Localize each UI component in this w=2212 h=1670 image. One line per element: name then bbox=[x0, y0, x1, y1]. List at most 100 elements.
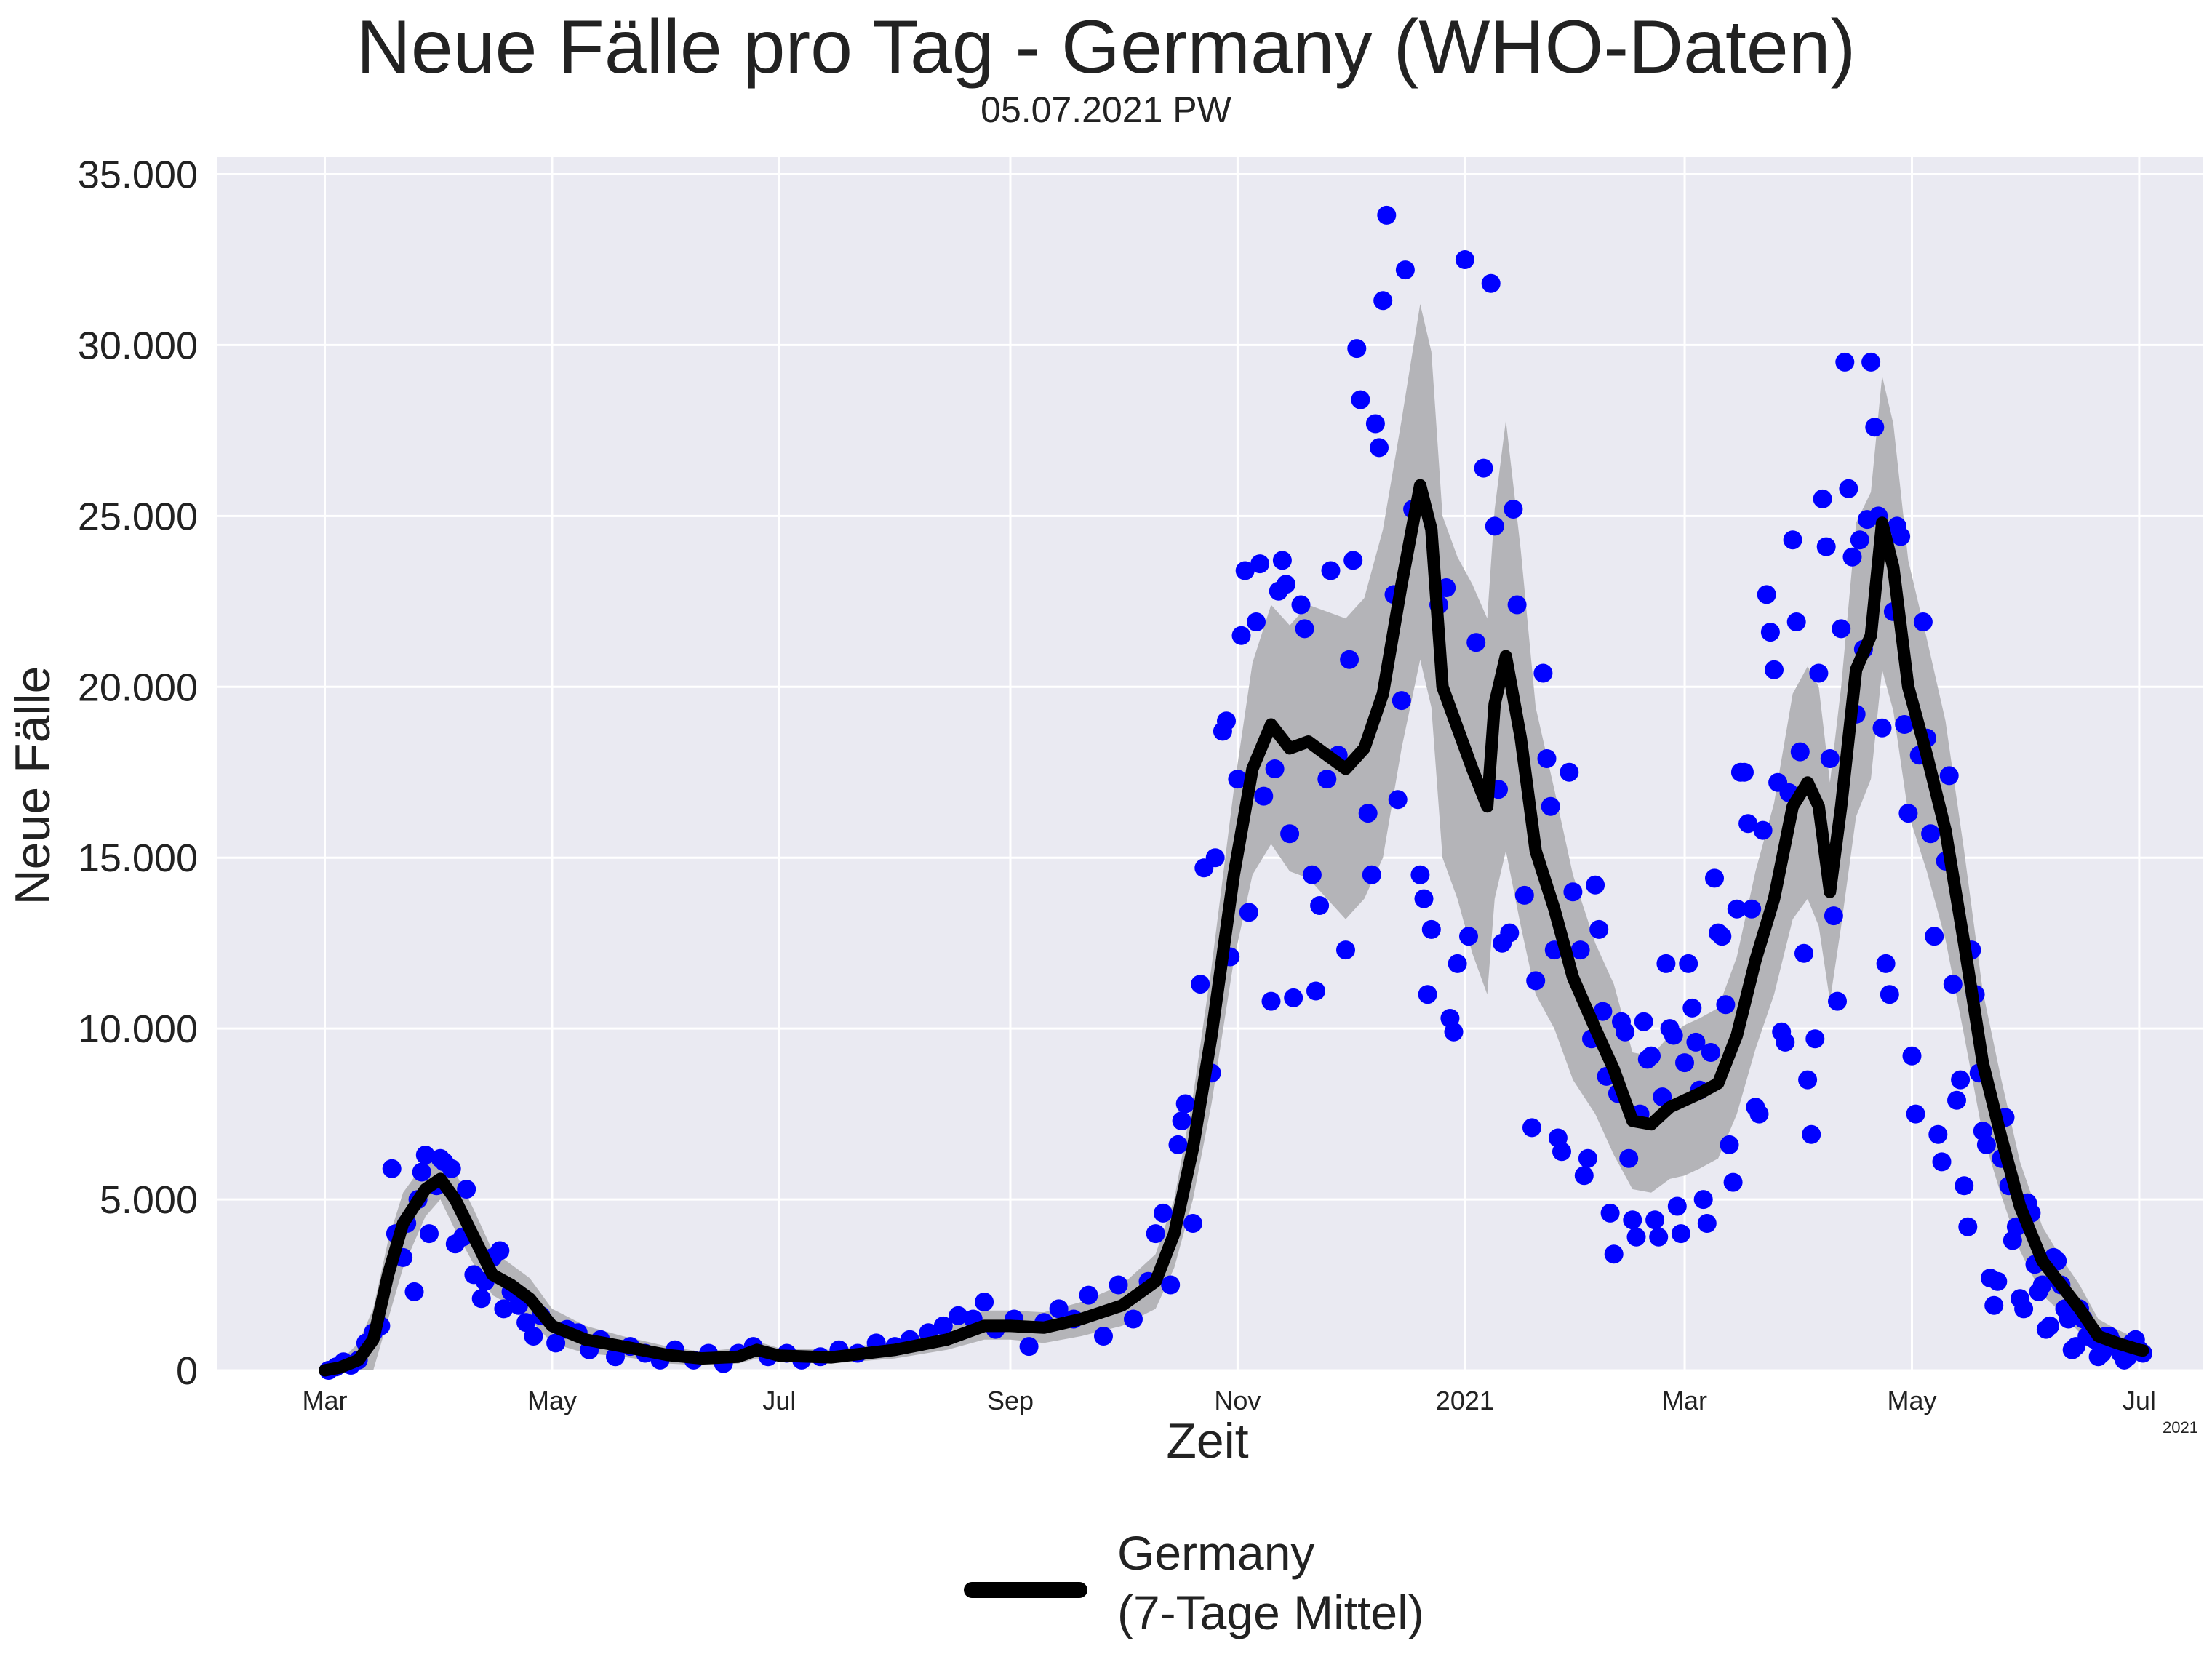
data-point bbox=[1321, 561, 1341, 580]
data-point bbox=[1537, 749, 1557, 768]
data-point bbox=[1578, 1148, 1597, 1168]
data-point bbox=[1988, 1271, 2008, 1291]
data-point bbox=[1250, 554, 1270, 574]
x-tick-label: Mar bbox=[303, 1386, 348, 1415]
data-point bbox=[1865, 418, 1885, 437]
data-point bbox=[420, 1224, 439, 1244]
data-point bbox=[415, 1146, 435, 1164]
data-point bbox=[1932, 1152, 1952, 1172]
data-point bbox=[1850, 530, 1869, 550]
data-point bbox=[1679, 954, 1698, 973]
data-point bbox=[1727, 899, 1746, 919]
data-point bbox=[1552, 1142, 1571, 1162]
chart-subtitle: 05.07.2021 PW bbox=[981, 89, 1231, 130]
data-point bbox=[1958, 1217, 1978, 1236]
data-point bbox=[1656, 954, 1676, 973]
x-axis-ticks: Mar May Jul Sep Nov 2021 Mar May Jul bbox=[303, 1386, 2156, 1415]
data-point bbox=[1205, 848, 1225, 868]
data-point bbox=[2014, 1299, 2034, 1319]
y-tick-label: 5.000 bbox=[100, 1178, 198, 1222]
data-point bbox=[1291, 595, 1311, 615]
data-point bbox=[1574, 1166, 1594, 1186]
data-point bbox=[1634, 1012, 1653, 1031]
data-point bbox=[1876, 954, 1896, 973]
data-point bbox=[1925, 927, 1944, 946]
data-point bbox=[1902, 1046, 1922, 1066]
data-point bbox=[1716, 995, 1736, 1015]
data-point bbox=[1410, 865, 1430, 884]
x-tick-label: Mar bbox=[1662, 1386, 1707, 1415]
data-point bbox=[1947, 1090, 1966, 1110]
data-point bbox=[1891, 527, 1911, 546]
y-tick-label: 10.000 bbox=[78, 1007, 198, 1051]
data-point bbox=[1370, 438, 1389, 458]
data-point bbox=[1228, 770, 1247, 789]
data-point bbox=[1459, 927, 1478, 946]
data-point bbox=[1191, 975, 1210, 994]
data-point bbox=[1742, 899, 1762, 919]
data-point bbox=[1604, 1244, 1624, 1264]
data-point bbox=[1593, 1002, 1613, 1021]
x-tick-label: May bbox=[527, 1386, 577, 1415]
data-point bbox=[1835, 352, 1855, 372]
y-tick-label: 20.000 bbox=[78, 666, 198, 709]
data-point bbox=[1861, 352, 1881, 372]
data-point bbox=[975, 1293, 994, 1311]
data-point bbox=[1272, 551, 1292, 570]
x-tick-label: 2021 bbox=[1436, 1386, 1494, 1415]
data-point bbox=[1682, 998, 1702, 1018]
data-point bbox=[1295, 619, 1314, 639]
legend-label-line1: Germany bbox=[1117, 1526, 1314, 1580]
data-point bbox=[1735, 762, 1754, 782]
data-point bbox=[1340, 650, 1359, 669]
data-point bbox=[1172, 1111, 1191, 1130]
data-point bbox=[1392, 691, 1411, 711]
data-point bbox=[1783, 530, 1802, 550]
data-point bbox=[1939, 766, 1959, 786]
data-point bbox=[1984, 1295, 2004, 1315]
data-point bbox=[1284, 988, 1303, 1007]
data-point bbox=[1154, 1203, 1173, 1223]
data-point bbox=[1802, 1124, 1821, 1144]
data-point bbox=[1943, 975, 1963, 994]
legend: Germany (7-Tage Mittel) bbox=[964, 1526, 1424, 1639]
data-point bbox=[1302, 865, 1322, 884]
data-point bbox=[2032, 1275, 2052, 1295]
data-point bbox=[1720, 1135, 1739, 1154]
data-point bbox=[1642, 1046, 1661, 1066]
data-point bbox=[1790, 742, 1810, 762]
data-point bbox=[1109, 1275, 1128, 1295]
data-point bbox=[1235, 561, 1255, 580]
data-point bbox=[1161, 1275, 1181, 1295]
data-point bbox=[1351, 390, 1370, 409]
data-point bbox=[1365, 414, 1385, 434]
x-tick-label: Nov bbox=[1214, 1386, 1261, 1415]
y-tick-label: 35.000 bbox=[78, 153, 198, 196]
data-point bbox=[1913, 612, 1933, 631]
data-point bbox=[1049, 1299, 1069, 1319]
x-tick-label: May bbox=[1887, 1386, 1936, 1415]
data-point bbox=[1906, 1104, 1925, 1124]
data-point bbox=[1560, 762, 1579, 782]
data-point bbox=[524, 1327, 543, 1346]
data-point bbox=[1880, 985, 1899, 1004]
y-axis-label: Neue Fälle bbox=[5, 666, 60, 906]
data-point bbox=[1358, 804, 1378, 823]
data-point bbox=[546, 1333, 566, 1353]
data-point bbox=[1526, 971, 1546, 991]
data-point bbox=[1749, 1104, 1769, 1124]
data-point bbox=[1347, 339, 1367, 359]
data-point bbox=[1247, 612, 1266, 631]
data-point bbox=[1649, 1227, 1669, 1247]
data-point bbox=[1373, 291, 1393, 311]
data-point bbox=[1798, 1070, 1818, 1090]
data-point bbox=[1976, 1135, 1996, 1154]
data-point bbox=[1310, 896, 1330, 915]
data-point bbox=[1757, 585, 1776, 604]
data-point bbox=[1183, 1214, 1202, 1233]
data-point bbox=[1895, 715, 1914, 734]
data-point bbox=[933, 1316, 953, 1335]
data-point bbox=[1738, 814, 1758, 834]
data-point bbox=[1418, 985, 1437, 1004]
series-line bbox=[319, 479, 2149, 1377]
